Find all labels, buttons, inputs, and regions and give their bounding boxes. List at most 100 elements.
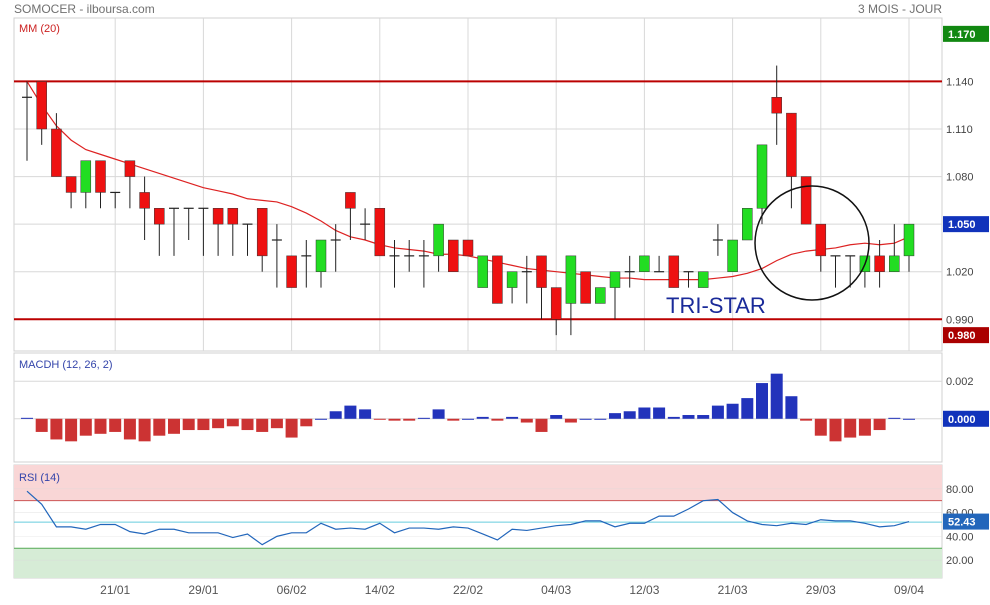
candle [65,176,77,209]
candle [697,271,709,288]
macd-bar-negative [94,418,107,434]
macd-bar-positive [667,416,680,419]
candle [110,191,121,209]
price-tick-label: 0.990 [946,314,974,326]
rsi-indicator-label: RSI (14) [19,472,60,484]
macd-bar-negative [388,418,401,421]
candle [271,224,282,288]
macd-bar-positive [462,418,474,420]
candle-down-body [492,255,503,304]
candle [315,239,327,288]
macd-bar-negative [182,418,195,431]
price-tick-label: 1.110 [946,124,973,136]
candle-down-body [256,208,268,257]
candle [389,240,400,288]
candle-down-body [462,239,474,257]
macd-panel [13,352,943,463]
candle [683,271,694,288]
candle-up-body [315,239,327,272]
candle-down-body [536,255,547,288]
candle [874,240,885,288]
candle [36,81,47,145]
rsi-series-line [26,490,910,546]
candle-down-body [124,160,136,177]
candle [374,208,386,257]
macd-bar-positive [432,409,445,419]
tri-star-annotation: TRI-STAR [666,293,766,318]
macd-bar-positive [726,403,739,419]
candle-down-body [668,255,680,288]
candle [418,240,429,288]
candle-down-body [65,176,77,193]
date-tick-label: 14/02 [365,583,395,597]
last-price-badge-text: 1.050 [948,219,976,231]
candle [595,287,606,304]
candle [183,207,194,240]
rsi-zones [14,465,942,578]
macd-bar-negative [212,418,225,429]
candle [624,255,635,288]
macd-bar-negative [168,418,180,434]
candle [506,271,518,304]
high-price-badge: 1.170 [943,25,989,42]
candle [889,224,900,272]
rsi-value-badge-text: 52.43 [948,517,976,529]
candle [448,239,459,272]
macd-bar-positive [417,417,430,419]
candle [345,192,356,240]
low-price-badge: 0.980 [943,327,989,344]
macd-tick-label: 0.002 [946,376,974,388]
candle-up-body [433,223,444,257]
macd-bar-positive [888,417,901,419]
macd-bar-positive [785,396,798,419]
macd-bar-negative [241,418,254,431]
candle-up-body [595,287,606,304]
candle-down-body [448,239,459,272]
candle [800,176,812,225]
price-axis: 1.1401.1101.0801.0501.0200.9901.1701.050… [943,25,989,344]
macd-bar-positive [329,411,342,419]
candle-up-body [565,255,577,304]
macd-bar-positive [359,409,372,419]
candle [756,144,768,225]
candle [712,224,723,256]
candle [51,113,62,177]
candle-down-body [286,255,297,288]
price-tick-label: 1.020 [946,267,974,279]
date-tick-label: 04/03 [541,583,571,597]
macd-bar-negative [285,418,298,438]
candle-up-body [639,255,650,272]
candle [22,81,32,161]
candle-down-body [874,255,885,272]
macd-bar-positive [506,416,519,419]
macd-bar-negative [535,418,548,432]
last-price-badge-bg [943,216,989,233]
candle-down-body [771,97,782,114]
macd-value-badge-text: 0.000 [948,414,976,426]
macd-bar-positive [579,418,592,420]
candle-down-body [345,192,356,209]
macd-bar-negative [844,418,857,438]
candle [550,287,562,336]
candle [845,255,856,288]
candle-up-body [477,255,488,288]
macd-bar-negative [270,418,283,429]
date-axis: 21/01 29/01 06/02 14/02 22/02 04/03 12/03 21/03… [100,583,924,597]
macd-value-badge: 0.000 [943,410,989,427]
candle-down-body [36,81,47,130]
candle [95,160,106,209]
price-level-lines [14,80,942,321]
date-tick-label: 09/04 [894,583,924,597]
macd-bar-negative [123,418,136,440]
date-tick-label: 29/03 [806,583,836,597]
candle [404,240,415,272]
macd-bar-negative [109,418,122,432]
candle [433,223,444,272]
macd-bars [21,373,915,442]
candle [771,65,782,145]
date-tick-label: 06/02 [277,583,307,597]
candle-down-body [550,287,562,320]
rsi-line [26,490,910,546]
